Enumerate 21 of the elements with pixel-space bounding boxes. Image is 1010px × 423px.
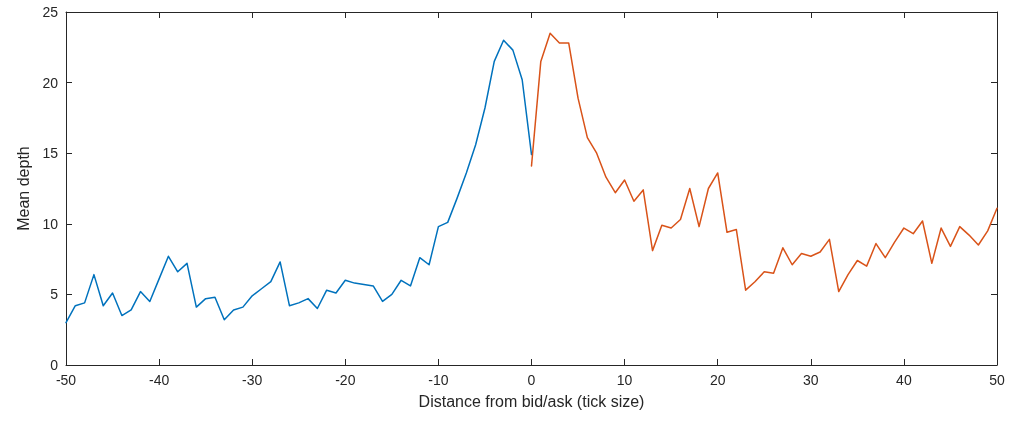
y-tick-label: 5 xyxy=(50,286,59,303)
x-axis-title: Distance from bid/ask (tick size) xyxy=(418,392,645,410)
x-tick-label: 30 xyxy=(803,372,819,388)
y-axis-title: Mean depth xyxy=(15,146,33,231)
x-tick-label: 0 xyxy=(527,372,536,388)
x-tick-label: -50 xyxy=(55,372,77,388)
y-tick-label: 10 xyxy=(42,215,59,232)
x-tick-label: 10 xyxy=(616,372,633,388)
x-tick-label: 20 xyxy=(709,372,726,388)
x-tick-label: -40 xyxy=(148,372,170,388)
y-tick-label: 0 xyxy=(50,357,59,373)
x-tick-label: -10 xyxy=(428,372,449,388)
y-tick-label: 20 xyxy=(42,74,59,91)
line-series xyxy=(65,39,533,324)
x-tick-label: 40 xyxy=(896,372,912,388)
y-tick-label: 15 xyxy=(42,145,59,162)
line-series xyxy=(530,32,998,293)
x-tick-label: -30 xyxy=(242,372,263,388)
x-tick-label: -20 xyxy=(335,372,356,388)
y-tick-label: 25 xyxy=(42,4,59,20)
x-tick-label: 50 xyxy=(989,372,1005,388)
